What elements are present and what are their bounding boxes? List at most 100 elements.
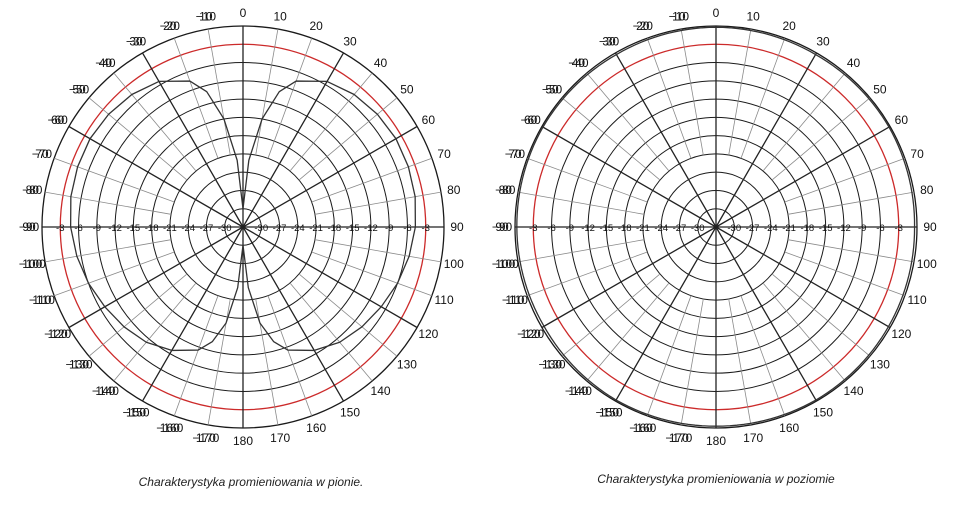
radial-tick-label: -9 <box>858 223 866 234</box>
angle-tick-label: 90 <box>450 220 464 234</box>
radial-tick-label: -6 <box>74 223 82 234</box>
grid-spoke <box>614 226 717 402</box>
radial-tick-label: -6 <box>876 223 884 234</box>
angle-tick-label: 100 <box>22 257 42 271</box>
angle-tick-label: 170 <box>196 431 216 445</box>
angle-tick-label: −50 <box>542 82 563 96</box>
angle-tick-label: 100 <box>444 257 464 271</box>
angle-tick-label: 70 <box>910 147 924 161</box>
grid-spoke <box>267 37 313 159</box>
grid-spoke <box>44 239 172 263</box>
angle-tick-label: 130 <box>542 358 562 372</box>
angle-tick-label: −170 <box>665 431 692 445</box>
grid-spoke <box>242 226 345 402</box>
radial-tick-label: -30 <box>254 223 268 234</box>
grid-spoke <box>784 251 906 297</box>
angle-tick-label: 40 <box>572 56 586 70</box>
angle-tick-label: −30 <box>599 35 620 49</box>
angle-tick-label: 30 <box>129 35 143 49</box>
angle-tick-label: 120 <box>48 327 68 341</box>
angle-tick-label: 120 <box>521 327 541 341</box>
grid-spoke <box>715 125 891 228</box>
angle-tick-label: −130 <box>539 358 566 372</box>
angle-tick-label: 50 <box>873 82 887 96</box>
angle-tick-label: 50 <box>400 82 414 96</box>
radial-tick-label: -27 <box>673 223 687 234</box>
grid-spoke <box>715 226 818 402</box>
angle-tick-label: 10 <box>199 9 213 23</box>
angle-tick-label: 150 <box>126 405 146 419</box>
angle-tick-label: −10 <box>196 9 217 23</box>
angle-tick-label: −120 <box>44 327 71 341</box>
radial-tick-label: -21 <box>636 223 650 234</box>
grid-spoke <box>53 251 175 297</box>
angle-tick-label: −110 <box>502 293 528 307</box>
grid-spoke <box>173 295 219 417</box>
angle-tick-label: 150 <box>813 405 833 419</box>
angle-tick-label: 60 <box>422 113 436 127</box>
angle-tick-label: 170 <box>743 431 763 445</box>
grid-spoke <box>207 28 231 156</box>
angle-tick-label: 170 <box>270 431 290 445</box>
angle-tick-label: −160 <box>156 421 183 435</box>
grid-spoke <box>289 72 373 172</box>
angle-tick-label: 50 <box>72 82 86 96</box>
radial-tick-label: -3 <box>529 223 537 234</box>
grid-spoke <box>113 72 197 172</box>
polar-chart-vertical: 0 10 20 30 40 50 60 70 80 90 100 110 120 130 140 150 160… <box>19 6 464 448</box>
angle-tick-label: −20 <box>160 19 181 33</box>
angle-tick-label: −10 <box>669 9 690 23</box>
grid-spoke <box>740 37 786 159</box>
angle-tick-label: 30 <box>343 35 357 49</box>
angle-tick-label: −60 <box>520 113 541 127</box>
pattern-series-line <box>516 26 916 427</box>
grid-spoke <box>141 226 244 402</box>
angle-tick-label: 60 <box>895 113 909 127</box>
angle-tick-label: −60 <box>47 113 68 127</box>
radial-tick-label: -3 <box>56 223 64 234</box>
radial-tick-label: -6 <box>403 223 411 234</box>
angle-tick-label: 60 <box>51 113 65 127</box>
radial-tick-label: -24 <box>764 223 778 234</box>
angle-tick-label: 180 <box>233 434 253 448</box>
angle-tick-label: −140 <box>565 384 592 398</box>
radial-tick-label: -15 <box>126 223 140 234</box>
radial-tick-label: -15 <box>346 223 360 234</box>
radial-tick-label: -30 <box>218 223 232 234</box>
grid-spoke <box>646 37 692 159</box>
angle-tick-label: −130 <box>66 358 93 372</box>
grid-spoke <box>88 97 188 181</box>
radial-tick-label: -15 <box>599 223 613 234</box>
grid-spoke <box>311 251 433 297</box>
radial-tick-label: -12 <box>364 223 378 234</box>
grid-spoke <box>762 282 846 382</box>
angle-tick-label: 10 <box>273 9 287 23</box>
angle-tick-label: 160 <box>306 421 326 435</box>
grid-spoke <box>715 52 818 228</box>
radial-tick-label: -18 <box>327 223 341 234</box>
angle-tick-label: 20 <box>310 19 324 33</box>
vertical-pattern-caption: Charakterystyka promieniowania w pionie. <box>138 475 364 489</box>
grid-spoke <box>267 295 313 417</box>
radial-tick-label: -9 <box>385 223 393 234</box>
grid-spoke <box>298 97 398 181</box>
angle-tick-label: 130 <box>69 358 89 372</box>
grid-spoke <box>207 298 231 426</box>
angle-tick-label: −50 <box>69 82 90 96</box>
grid-spoke <box>68 226 244 329</box>
grid-spoke <box>680 298 704 426</box>
angle-tick-label: 160 <box>160 421 180 435</box>
angle-tick-label: 140 <box>371 384 391 398</box>
grid-spoke <box>517 191 645 215</box>
angle-tick-label: 10 <box>672 9 686 23</box>
grid-spoke <box>614 52 717 228</box>
angle-tick-label: 170 <box>669 431 689 445</box>
grid-spoke <box>53 157 175 203</box>
angle-tick-label: 160 <box>633 421 653 435</box>
angle-tick-label: −100 <box>492 257 519 271</box>
radial-tick-label: -15 <box>819 223 833 234</box>
angle-tick-label: 40 <box>847 56 861 70</box>
radial-tick-label: -30 <box>727 223 741 234</box>
grid-spoke <box>311 157 433 203</box>
